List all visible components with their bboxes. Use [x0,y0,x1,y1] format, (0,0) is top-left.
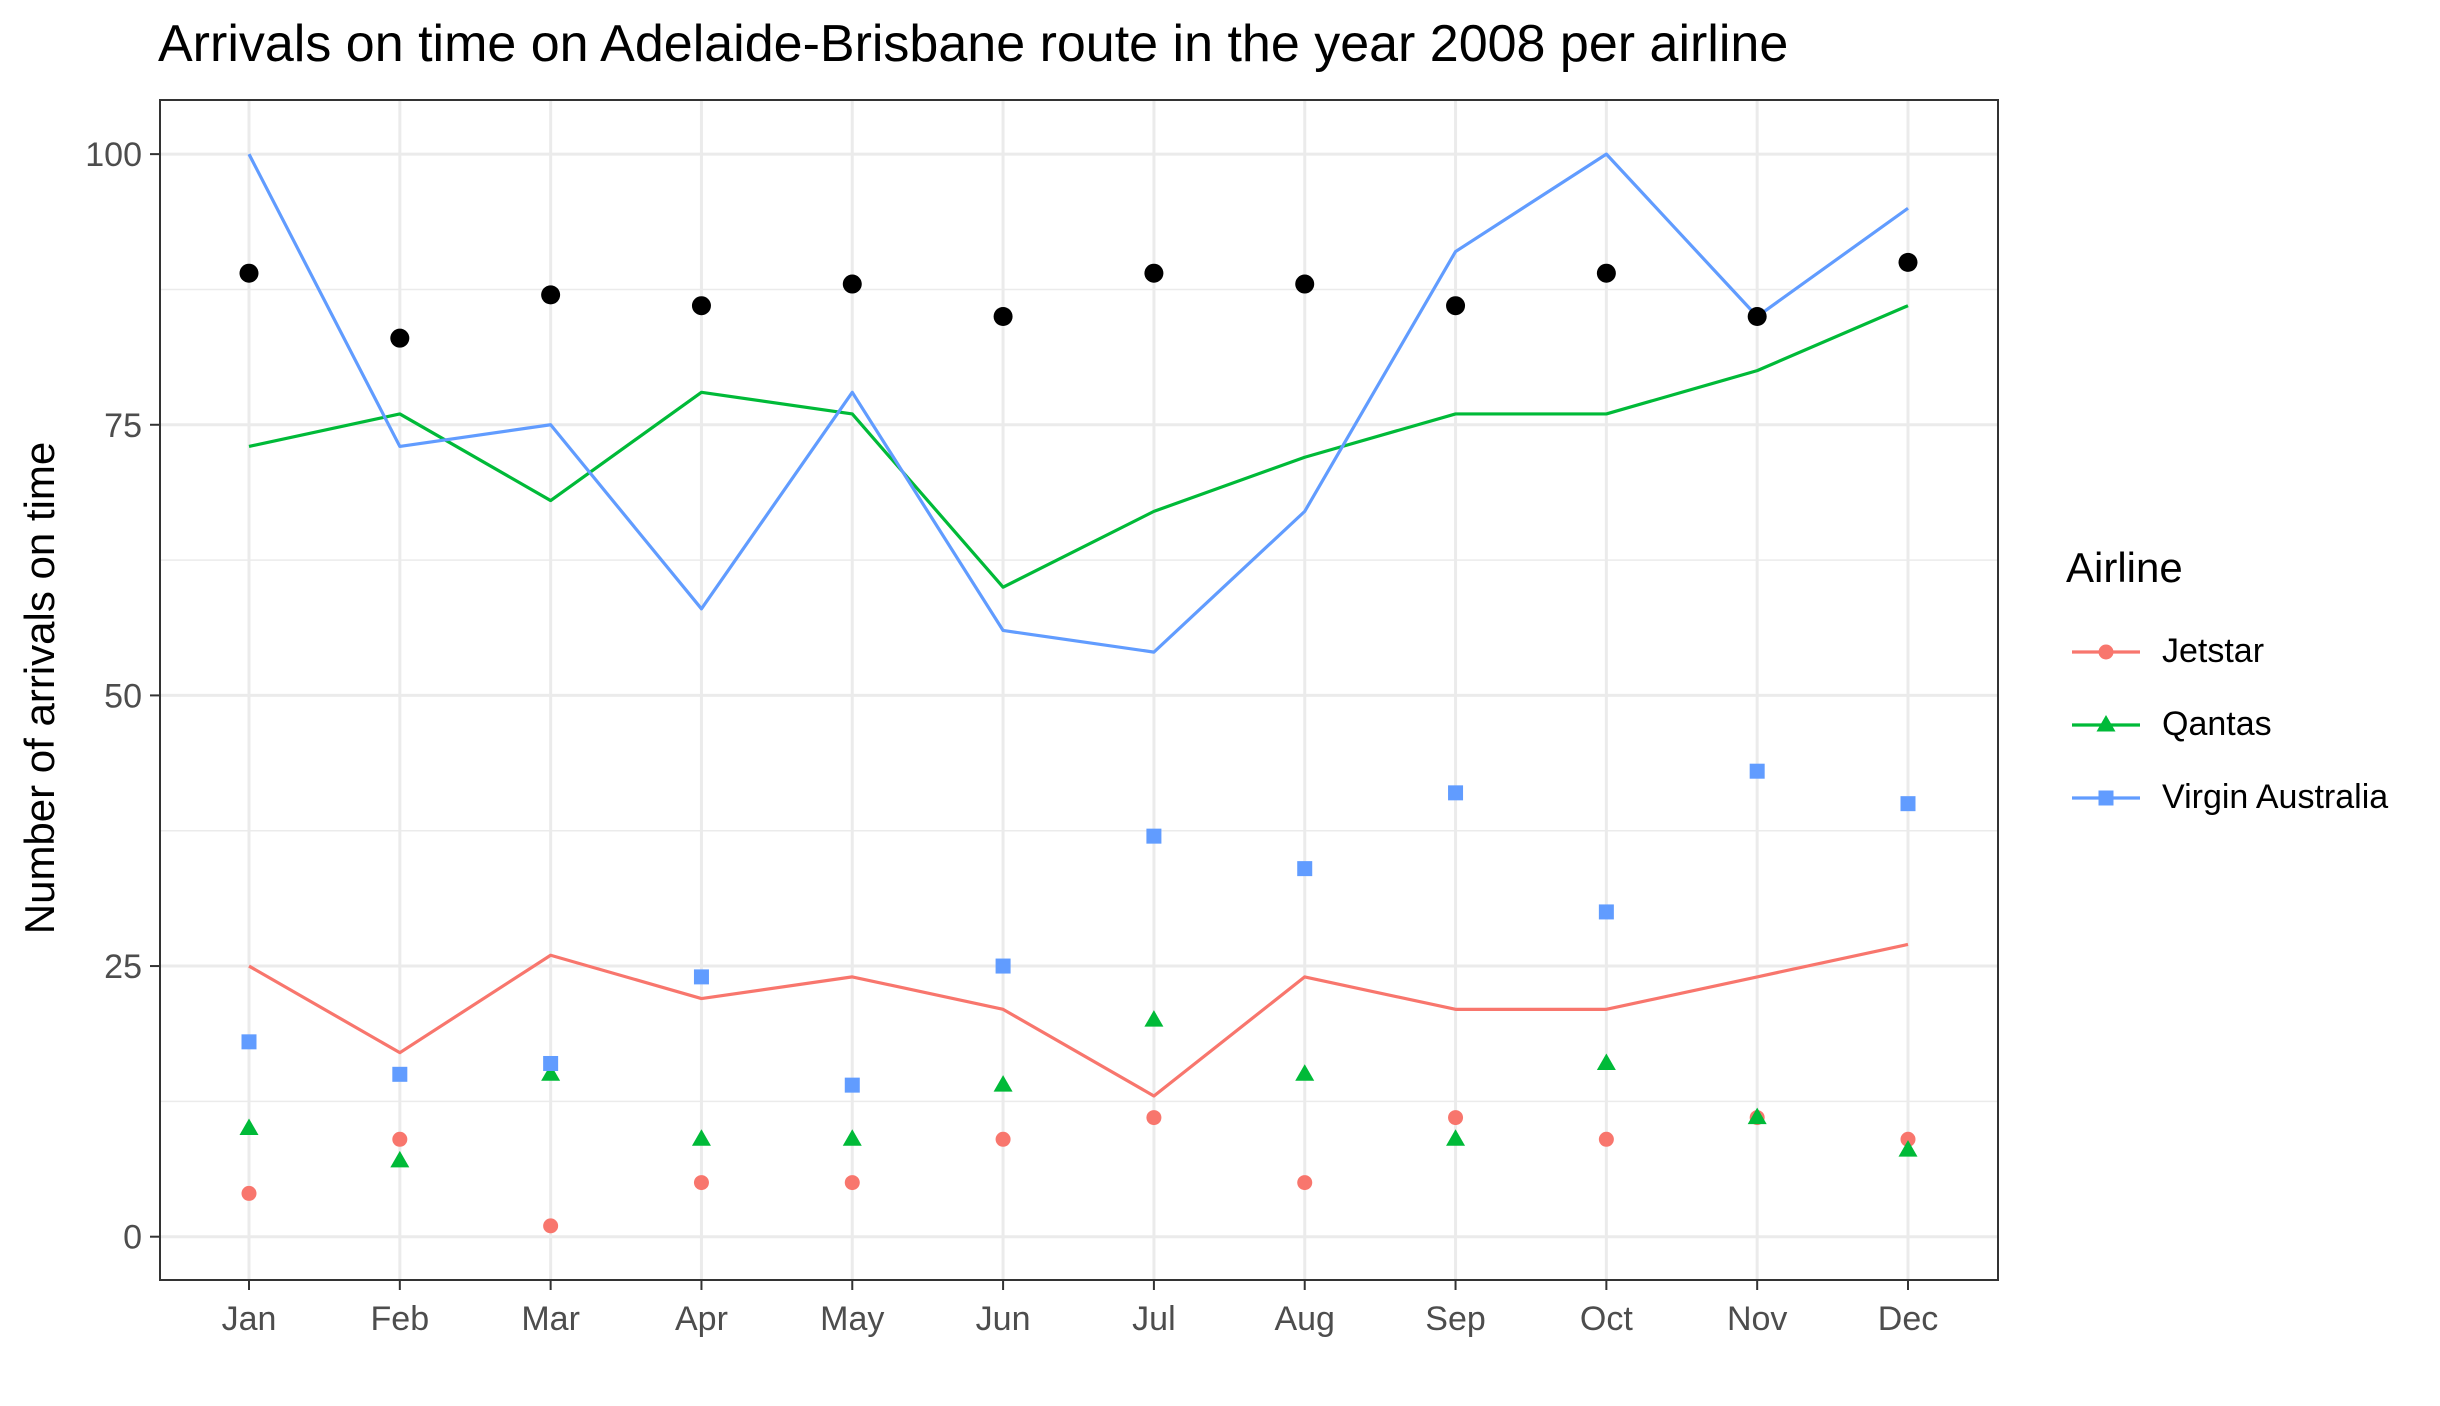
x-tick-label: Oct [1580,1300,1633,1338]
legend-label-jetstar: Jetstar [2162,632,2265,670]
y-tick-label: 75 [104,407,142,445]
series-line-qantas [248,304,1909,589]
data-point-jetstar [392,1131,408,1147]
data-point-virgin-australia [693,969,709,985]
data-point-virgin-australia [995,958,1011,974]
data-point-jetstar [693,1175,709,1191]
legend-label-virgin-australia: Virgin Australia [2162,778,2389,816]
data-point-virgin-australia [1749,763,1765,779]
x-tick-label: Aug [1274,1300,1335,1338]
data-point-virgin-australia [844,1077,860,1093]
data-point-jetstar [1900,1131,1916,1147]
legend-label-qantas: Qantas [2162,705,2272,743]
data-point-qantas [1596,1053,1616,1070]
data-point-black [1144,263,1164,283]
data-point-jetstar [241,1185,257,1201]
data-point-qantas [1295,1064,1315,1081]
axes: 0 25 50 75 100 Jan Feb Mar Apr May Jun Jul Aug Sep Oct… [85,99,1999,1338]
data-point-jetstar [844,1175,860,1191]
data-point-black [842,274,862,294]
legend-key-marker-qantas [2096,715,2116,732]
chart-marks [239,152,1918,1234]
data-point-black [390,328,410,348]
x-tick-label: Sep [1425,1300,1486,1338]
plot-panel [160,100,1998,1280]
data-point-black [541,285,561,305]
data-point-qantas [842,1129,862,1146]
data-point-black [1747,307,1767,327]
data-point-virgin-australia [392,1066,408,1082]
data-point-virgin-australia [241,1034,257,1050]
data-point-jetstar [995,1131,1011,1147]
y-tick-label: 50 [104,677,142,715]
data-point-qantas [239,1118,259,1135]
x-tick-label: Feb [371,1300,430,1338]
data-point-jetstar [543,1218,559,1234]
data-point-virgin-australia [543,1055,559,1071]
data-point-qantas [1144,1010,1164,1027]
data-point-black [239,263,259,283]
x-tick-label: Jul [1132,1300,1175,1338]
x-tick-label: Mar [521,1300,580,1338]
data-point-qantas [1446,1129,1466,1146]
data-point-virgin-australia [1297,861,1313,877]
data-point-qantas [390,1150,410,1168]
x-tick-label: Jun [976,1300,1031,1338]
plot-background [160,100,1998,1280]
data-point-qantas [691,1129,711,1146]
data-point-virgin-australia [1448,785,1464,801]
legend-title: Airline [2066,544,2183,591]
x-tick-label: Apr [675,1300,728,1338]
data-point-qantas [541,1064,561,1081]
data-point-black [1446,296,1466,316]
data-point-jetstar [1598,1131,1614,1147]
chart-title: Arrivals on time on Adelaide-Brisbane ro… [158,15,1789,73]
x-tick-label: Nov [1727,1300,1787,1338]
x-tick-label: Dec [1878,1300,1938,1338]
y-tick-label: 0 [123,1219,142,1257]
data-point-black [1898,252,1918,272]
data-point-virgin-australia [1146,828,1162,844]
data-point-virgin-australia [1900,796,1916,812]
y-tick-label: 100 [85,136,142,174]
data-point-black [691,296,711,316]
series-line-jetstar [248,942,1909,1098]
x-tick-label: May [820,1300,884,1338]
data-point-qantas [993,1075,1013,1092]
data-point-black [993,307,1013,327]
plot-border [159,99,1999,1281]
x-tick-label: Jan [222,1300,277,1338]
data-point-jetstar [1448,1110,1464,1126]
legend-keys [2072,644,2140,806]
legend-key-marker-virgin-australia [2098,790,2114,806]
data-point-virgin-australia [1598,904,1614,920]
data-point-qantas [1747,1107,1767,1125]
data-point-jetstar [1297,1175,1313,1191]
data-point-qantas [1898,1140,1918,1157]
series-line-virgin-australia [247,152,1909,654]
y-tick-label: 25 [104,948,142,986]
legend-key-marker-jetstar [2098,644,2114,660]
data-point-black [1295,274,1315,294]
data-point-black [1596,263,1616,283]
data-point-jetstar [1146,1110,1162,1126]
